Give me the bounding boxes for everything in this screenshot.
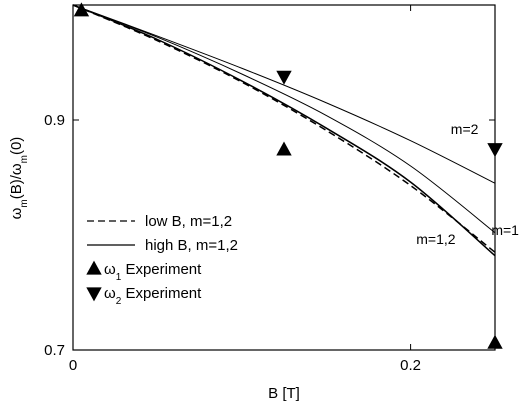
series-line (72, 4, 496, 234)
x-tick-label: 0.2 (400, 357, 421, 374)
series-line (72, 4, 496, 257)
axis-ticks: 0 0.2 0.7 0.9 (44, 5, 495, 374)
y-axis-label: ωm(B)/ωm(0) (8, 137, 30, 220)
triangle-down-marker (276, 70, 292, 85)
triangle-up-marker (487, 334, 503, 349)
curve-annotation: m=1 (491, 222, 519, 238)
legend-label: ω2 Experiment (104, 285, 202, 307)
curve-annotation: m=2 (451, 121, 479, 137)
experiment-markers (73, 2, 503, 349)
legend-label: high B, m=1,2 (145, 237, 238, 254)
legend-swatch (86, 260, 102, 275)
triangle-down-marker (487, 143, 503, 158)
y-tick-label: 0.9 (44, 112, 65, 129)
series-curves (72, 4, 496, 257)
x-tick-label: 0 (69, 357, 77, 374)
plot-frame (72, 4, 496, 351)
curve-annotations: m=2 m=1,2 m=1 (416, 121, 519, 247)
triangle-up-marker (276, 141, 292, 156)
series-line (72, 4, 496, 253)
series-line (72, 4, 496, 184)
legend-label: low B, m=1,2 (145, 213, 232, 230)
y-tick-label: 0.7 (44, 342, 65, 359)
legend-swatch (86, 287, 102, 302)
curve-annotation: m=1,2 (416, 231, 456, 247)
legend: low B, m=1,2 high B, m=1,2 ω1 Experimentω2… (86, 213, 238, 307)
x-axis-label: B [T] (268, 385, 300, 402)
legend-label: ω1 Experiment (104, 261, 202, 283)
triangle-up-marker (73, 2, 90, 17)
